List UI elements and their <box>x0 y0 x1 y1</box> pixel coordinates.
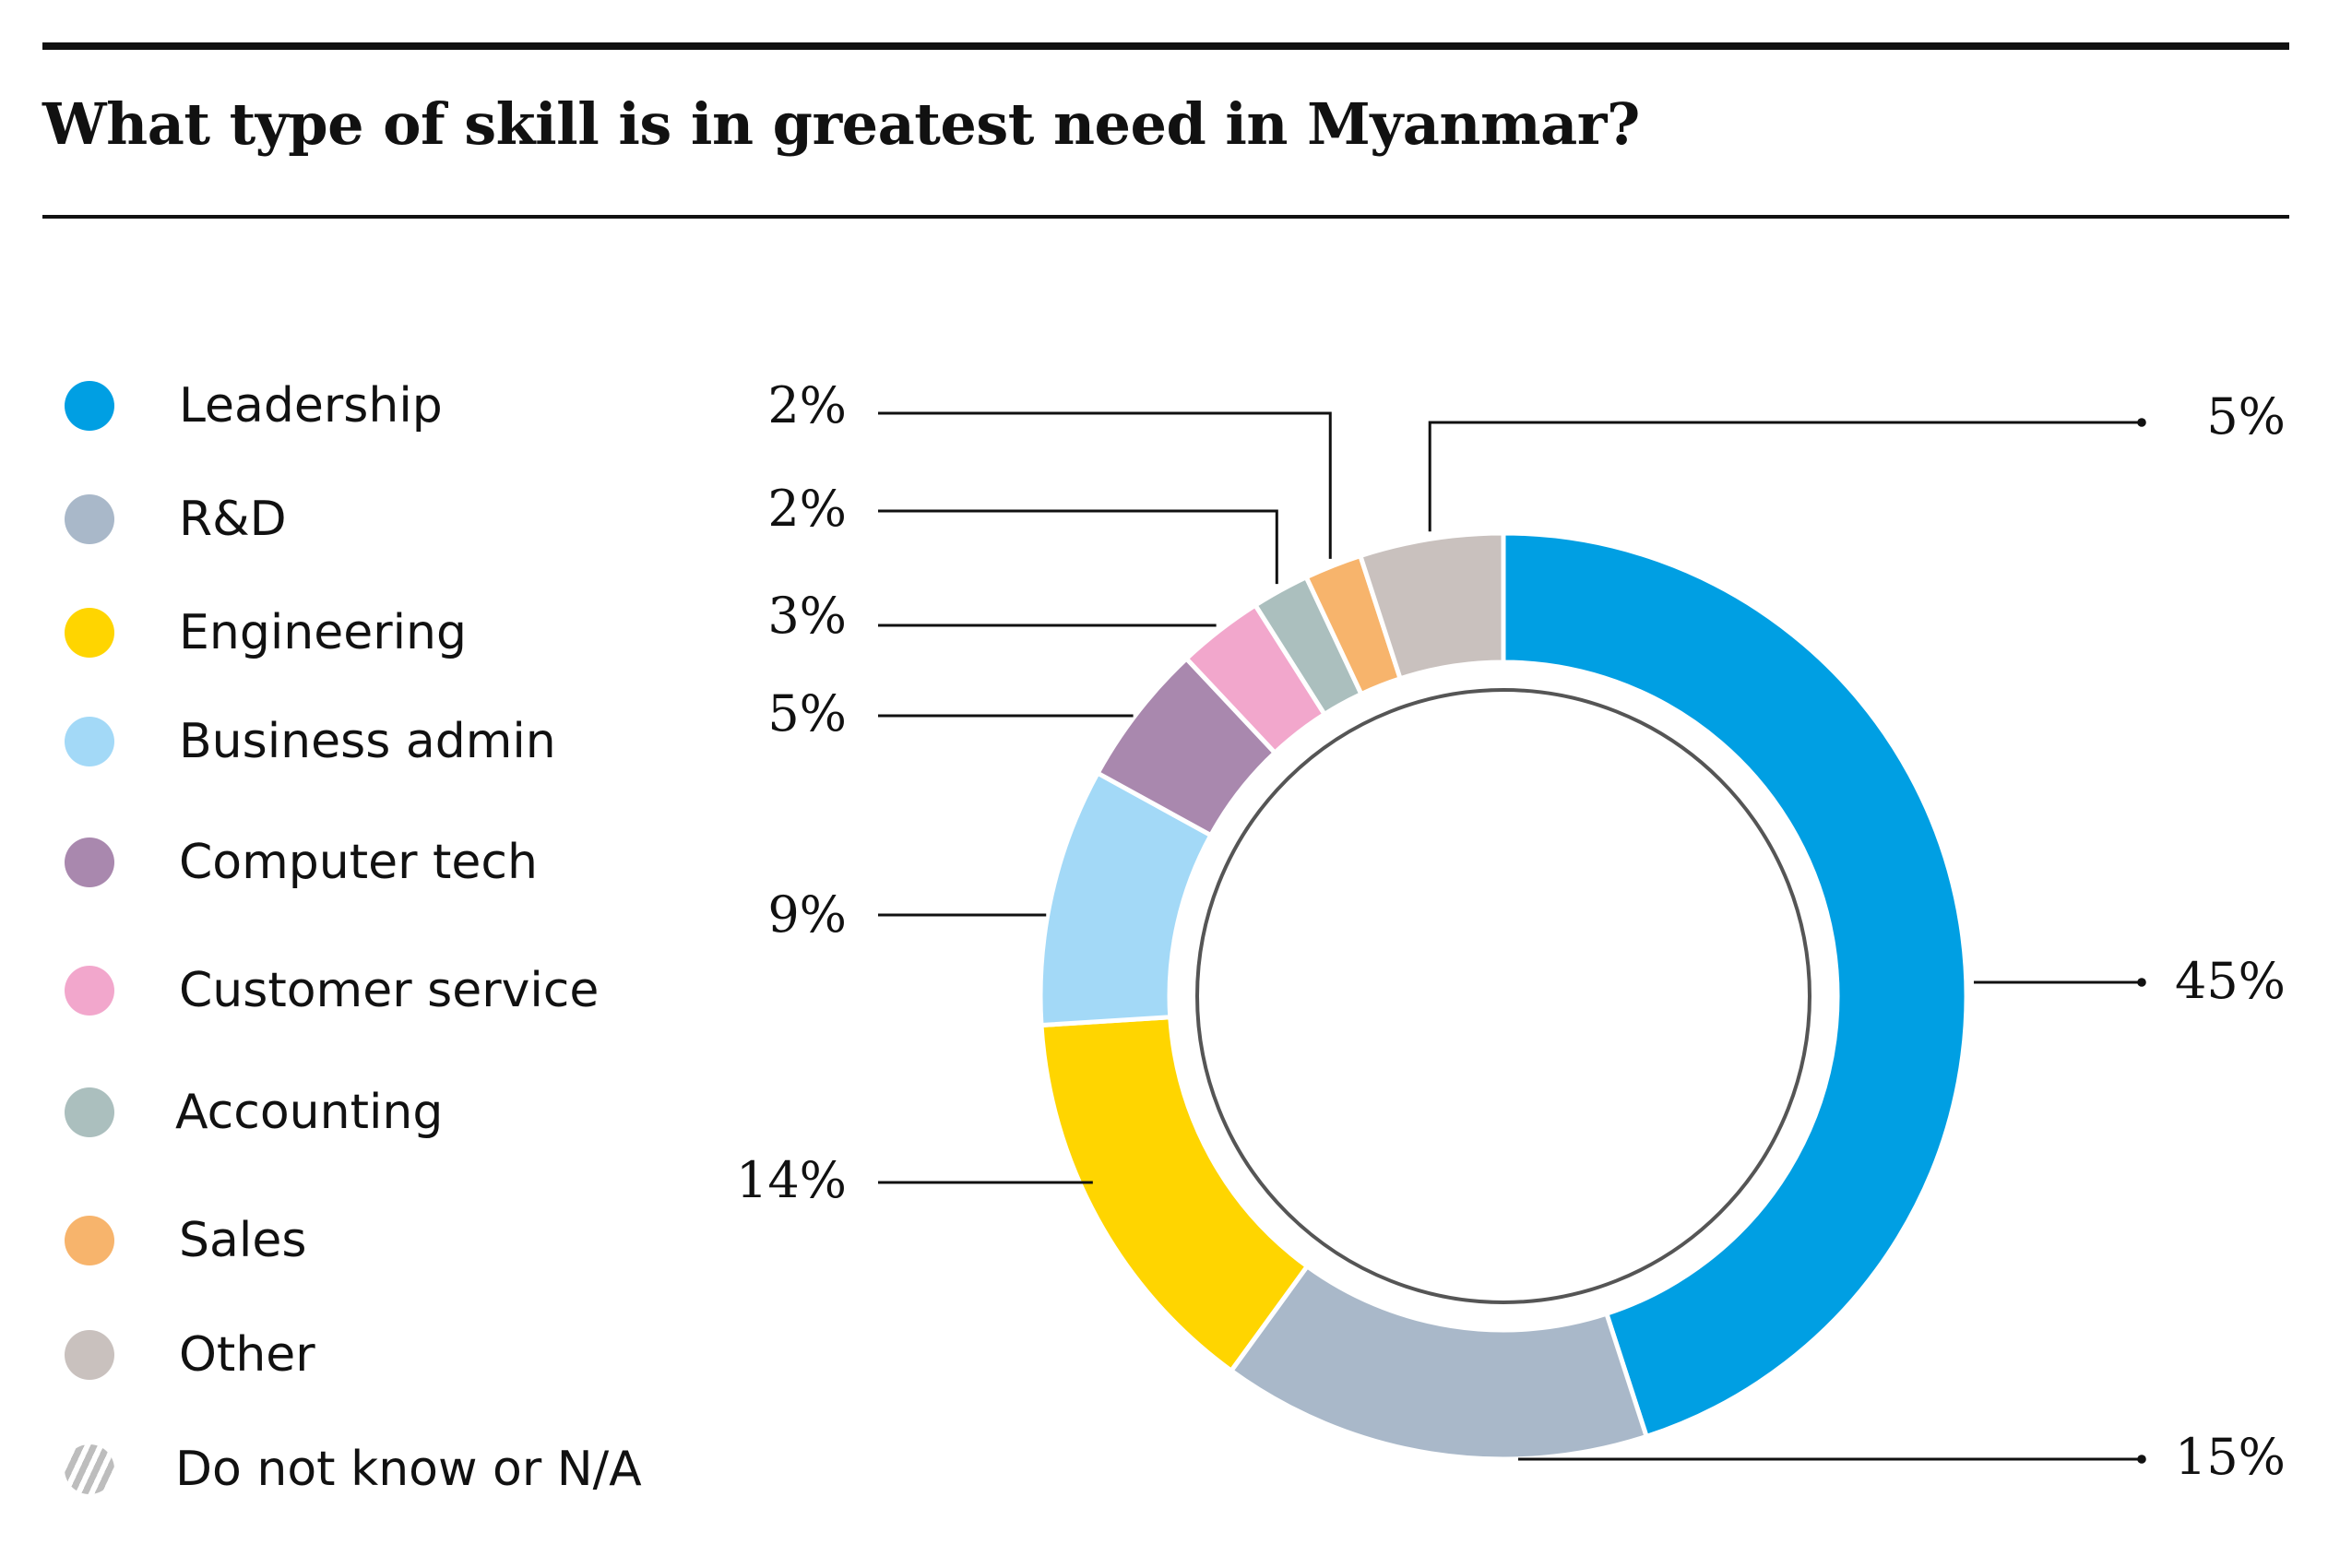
donut-slices <box>1038 530 1969 1462</box>
legend-item-accounting: Accounting <box>65 1080 443 1145</box>
legend-swatch <box>65 1330 114 1380</box>
leader-lines <box>878 411 2146 1464</box>
legend-item-computer-tech: Computer tech <box>65 830 538 895</box>
legend: Leadership R&D Engineering Business admi… <box>0 0 701 1568</box>
legend-label: Sales <box>179 1213 307 1268</box>
value-label: 9% <box>767 885 847 944</box>
legend-item-sales: Sales <box>65 1208 306 1273</box>
legend-swatch <box>65 1216 114 1265</box>
leader-line <box>878 411 1332 559</box>
legend-swatch <box>65 494 114 544</box>
legend-swatch <box>65 837 114 887</box>
donut-slice-other <box>1357 530 1506 682</box>
legend-item-business-admin: Business admin <box>65 709 556 774</box>
value-label: 5% <box>767 684 847 742</box>
value-label: 15% <box>2175 1428 2286 1486</box>
value-label: 5% <box>2206 387 2286 445</box>
value-labels: 45% 15% 14% 9% 5% 3% 2% 2% 5% <box>736 376 2286 1486</box>
legend-swatch <box>65 1087 114 1137</box>
donut-slice-leadership <box>1501 530 1969 1440</box>
legend-label: Business admin <box>179 714 556 769</box>
legend-swatch <box>65 608 114 658</box>
value-label: 2% <box>767 376 847 434</box>
legend-item-do-not-know: Do not know or N/A <box>65 1437 642 1502</box>
legend-label: Computer tech <box>179 835 538 890</box>
legend-label: Do not know or N/A <box>175 1442 642 1497</box>
leader-line <box>878 509 1278 585</box>
legend-item-customer-service: Customer service <box>65 958 599 1023</box>
legend-item-leadership: Leadership <box>65 374 443 438</box>
legend-item-rd: R&D <box>65 487 287 552</box>
legend-label: Engineering <box>179 605 467 660</box>
legend-swatch <box>65 966 114 1016</box>
top-rule <box>42 42 2289 50</box>
legend-label: Leadership <box>179 378 443 434</box>
legend-label: R&D <box>179 492 287 547</box>
legend-item-engineering: Engineering <box>65 600 467 665</box>
donut-inner-ring <box>1195 688 1811 1304</box>
value-label: 3% <box>767 587 847 645</box>
legend-label: Customer service <box>179 963 600 1018</box>
leader-line <box>1428 418 2146 532</box>
legend-label: Accounting <box>175 1085 444 1140</box>
hatch-swatch-icon <box>65 1444 114 1494</box>
value-label: 2% <box>767 480 847 538</box>
legend-swatch <box>65 381 114 431</box>
legend-item-other: Other <box>65 1323 315 1387</box>
legend-label: Other <box>179 1327 315 1383</box>
chart-title: What type of skill is in greatest need i… <box>42 90 1640 158</box>
value-label: 14% <box>736 1151 847 1209</box>
legend-swatch <box>65 717 114 766</box>
value-label: 45% <box>2175 952 2286 1010</box>
title-rule <box>42 215 2289 219</box>
